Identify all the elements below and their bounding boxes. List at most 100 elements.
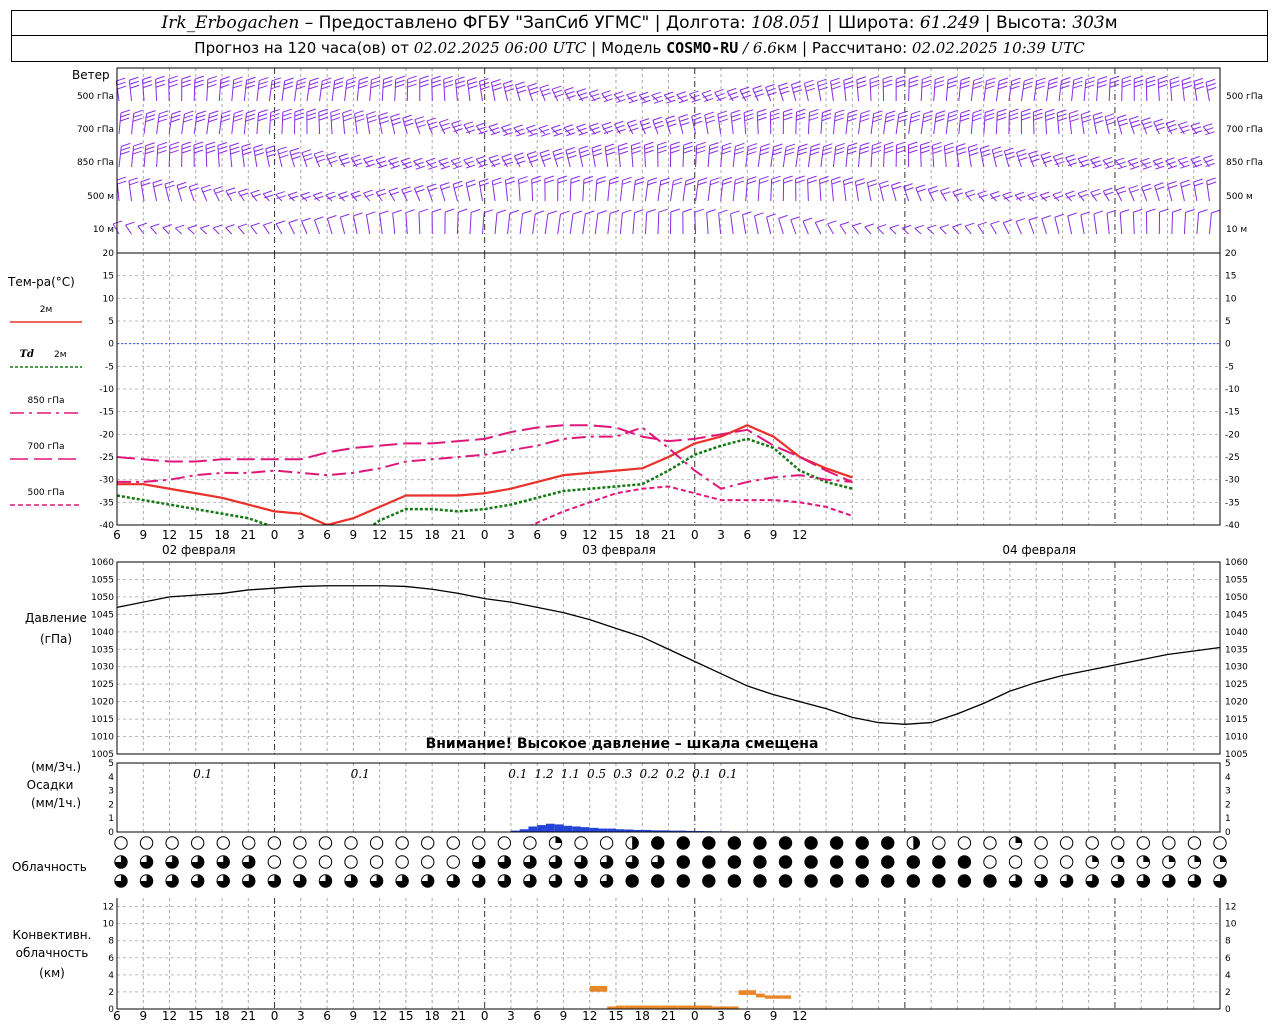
wind-barb [614, 123, 621, 135]
wind-barb [241, 146, 245, 168]
wind-barb [375, 191, 383, 202]
wind-barb-flag [772, 151, 782, 156]
wind-barb-flag [346, 76, 357, 81]
time-tick-label: 6 [533, 528, 541, 542]
wind-barb-flag [722, 146, 732, 151]
wind-barb-flag [279, 154, 289, 159]
time-tick-label-bottom: 18 [425, 1009, 440, 1023]
wind-barb-flag [680, 122, 690, 126]
wind-barb-flag [641, 99, 651, 104]
wind-barb-flag [927, 185, 938, 190]
wind-barb [644, 180, 649, 202]
wind-barb [494, 212, 498, 235]
wind-barb-flag [171, 114, 181, 119]
wind-barb-flag [297, 77, 307, 82]
wind-barb-flag [628, 99, 639, 104]
wind-level-label-left: 850 гПа [77, 158, 114, 168]
wind-barb-flag [1009, 116, 1019, 121]
wind-barb [632, 180, 636, 202]
wind-barb [807, 146, 812, 168]
wind-barb-flag [1018, 157, 1028, 161]
wind-barb [720, 180, 724, 202]
wind-barb [156, 113, 160, 135]
cloud-symbol-fill [447, 874, 460, 888]
wind-barb-flag [1041, 155, 1052, 160]
temp-tick-right: 20 [1225, 249, 1237, 259]
wind-barb-flag [823, 143, 833, 148]
wind-barb [870, 113, 875, 135]
wind-barb-flag [220, 76, 230, 81]
wind-barb-flag [514, 128, 525, 133]
wind-barb-flag [798, 143, 808, 148]
wind-barb-flag [795, 175, 805, 180]
wind-barb [490, 82, 496, 102]
cloud-symbol-fill [702, 836, 716, 850]
wind-barb-flag [379, 116, 389, 121]
wind-barb [817, 82, 822, 102]
conv-tick-left: 6 [108, 954, 114, 964]
cloud-symbol-fill [728, 836, 741, 850]
wind-barb-flag [653, 120, 663, 125]
conv-tick-right: 12 [1225, 903, 1236, 913]
wind-barb-flag [314, 195, 324, 200]
wind-barb-flag [1153, 118, 1163, 123]
wind-barb [770, 179, 773, 202]
cloud-symbol-fill [498, 874, 511, 888]
time-tick-label: 3 [507, 528, 515, 542]
wind-barb-flag [1003, 219, 1013, 224]
cloud-symbol [420, 855, 435, 869]
time-tick-label-bottom: 0 [481, 1009, 489, 1023]
wind-barb-flag [696, 149, 706, 154]
wind-barb-flag [413, 157, 423, 162]
wind-barb-flag [996, 112, 1007, 117]
wind-barb-flag [677, 95, 688, 100]
wind-barb-flag [379, 120, 390, 125]
conv-bar [721, 1006, 730, 1009]
wind-barb-flag [855, 182, 866, 187]
wind-barb-flag [867, 183, 878, 188]
wind-barb [1080, 214, 1085, 235]
wind-barb-flag [796, 108, 806, 113]
wind-barb-flag [146, 110, 156, 115]
wind-barb-flag [284, 81, 294, 86]
conv-bar [686, 1005, 695, 1009]
wind-barb-flag [685, 177, 695, 182]
wind-barb-flag [467, 77, 477, 82]
wind-barb-flag [984, 117, 994, 121]
wind-barb [607, 179, 611, 202]
wind-barb-flag [883, 83, 893, 88]
wind-barb [908, 79, 910, 102]
wind-barb-flag [923, 114, 933, 119]
wind-barb-flag [540, 132, 551, 137]
wind-barb-flag [773, 143, 783, 148]
wind-barb-flag [270, 85, 281, 90]
wind-barb [739, 89, 747, 102]
wind-barb [745, 146, 749, 168]
wind-barb-flag [911, 110, 921, 115]
wind-barb [478, 81, 483, 102]
wind-barb-flag [939, 224, 950, 229]
wind-barb-flag [923, 110, 934, 115]
wind-barb-flag [705, 115, 715, 120]
wind-barb [331, 80, 336, 102]
wind-barb-flag [614, 120, 624, 125]
cloud-symbol-fill [702, 874, 716, 888]
time-tick-label: 6 [743, 528, 751, 542]
precip-bar [545, 823, 555, 832]
time-tick-label-bottom: 3 [717, 1009, 725, 1023]
wind-barb-flag [885, 118, 895, 123]
wind-barb [212, 227, 220, 235]
wind-barb-flag [395, 79, 405, 84]
wind-barb [883, 113, 887, 135]
wind-barb [582, 213, 586, 235]
wind-barb-flag [757, 116, 767, 121]
convective-cloud-panel [589, 985, 792, 1009]
cloud-symbol-fill [1143, 855, 1150, 862]
wind-barb-flag [220, 80, 230, 85]
cloud-symbol-fill [702, 855, 716, 869]
wind-barb-flag [792, 85, 802, 90]
precip-tick-left: 4 [108, 773, 114, 783]
wind-panel [112, 75, 1221, 235]
wind-barb-flag [860, 110, 871, 115]
wind-barb-flag [706, 209, 716, 213]
